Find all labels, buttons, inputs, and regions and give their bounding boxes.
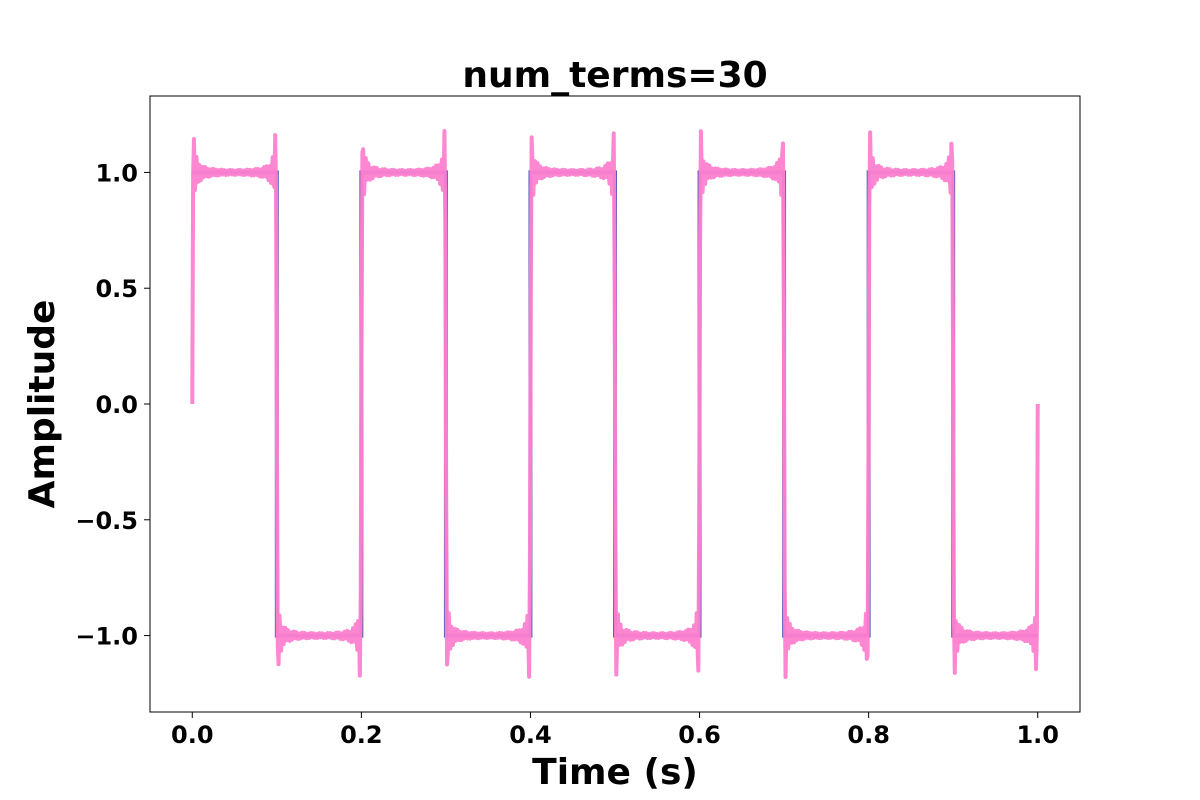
x-tick-label: 0.6 [678,721,721,749]
x-axis-ticks: 0.0 0.2 0.4 0.6 0.8 1.0 [171,712,1059,749]
plot-frame [149,95,1081,713]
y-tick-label: 0.5 [95,275,138,303]
y-tick-label: −1.0 [75,623,138,651]
x-tick-label: 0.8 [847,721,890,749]
x-axis-label: Time (s) [532,752,698,793]
plot-area [190,129,1040,679]
y-tick-label: −0.5 [75,507,138,535]
y-tick-label: 1.0 [95,159,138,187]
chart-title: num_terms=30 [462,55,767,96]
fourier-approximation-series [190,129,1040,679]
x-tick-label: 1.0 [1016,721,1059,749]
x-tick-label: 0.0 [171,721,214,749]
x-tick-label: 0.2 [340,721,383,749]
y-tick-label: 0.0 [95,391,138,419]
y-axis-label: Amplitude [22,300,63,509]
x-tick-label: 0.4 [509,721,552,749]
y-axis-ticks: −1.0 −0.5 0.0 0.5 1.0 [75,159,150,651]
